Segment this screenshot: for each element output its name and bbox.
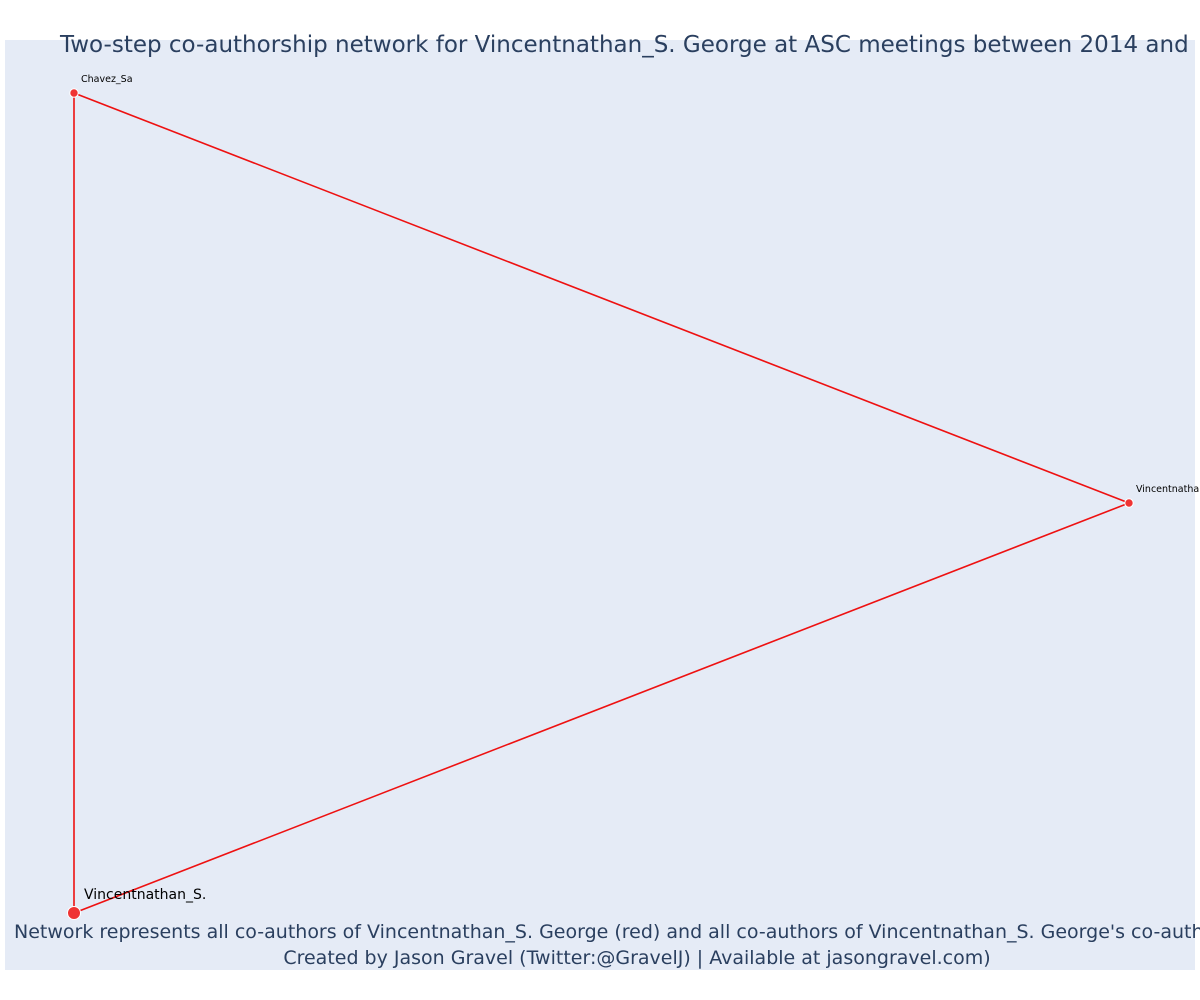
caption-line-1: Network represents all co-authors of Vin…	[14, 921, 1200, 943]
edge-vincent_right-vincent_main	[73, 502, 1130, 914]
edges-layer	[73, 92, 1130, 914]
edge-chavez-vincent_right	[73, 92, 1130, 504]
node-vincent_right[interactable]	[1124, 498, 1134, 508]
node-label-vincent_right: Vincentnatha	[1136, 484, 1199, 495]
node-label-chavez: Chavez_Sa	[81, 74, 133, 85]
node-vincent_main[interactable]	[67, 906, 81, 920]
labels-layer: Chavez_Sa Vincentnatha Vincentnathan_S.	[81, 74, 1199, 903]
caption-line-2: Created by Jason Gravel (Twitter:@Gravel…	[283, 947, 990, 969]
node-chavez[interactable]	[69, 88, 79, 98]
node-label-vincent_main: Vincentnathan_S.	[84, 887, 206, 903]
nodes-layer	[67, 88, 1134, 920]
chart-title: Two-step co-authorship network for Vince…	[59, 32, 1189, 58]
plot-area	[5, 40, 1195, 970]
